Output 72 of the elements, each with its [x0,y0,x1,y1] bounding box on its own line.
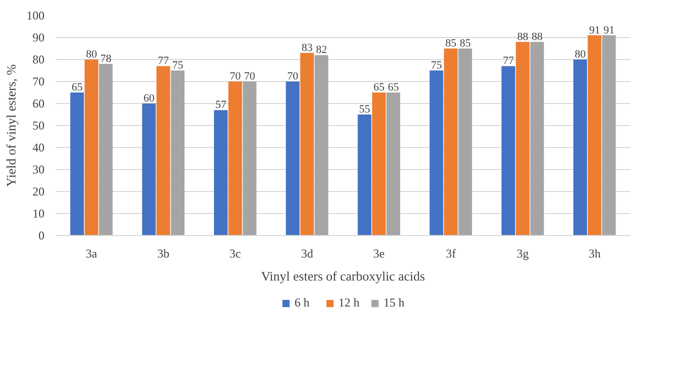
data-label: 70 [230,70,242,82]
y-tick-label: 0 [38,228,44,242]
bar [214,110,228,236]
data-label: 88 [532,30,544,43]
data-label: 65 [72,82,84,94]
data-label: 88 [517,30,529,43]
x-tick-label: 3a [86,246,98,260]
data-label: 91 [603,24,614,36]
bar [516,42,530,236]
bar [70,92,84,236]
data-label: 78 [100,52,112,65]
bar [98,64,113,236]
data-label: 57 [215,99,227,112]
y-tick-label: 80 [32,52,44,66]
y-tick-label: 100 [26,8,44,22]
bar [602,35,616,236]
data-label: 85 [445,38,457,50]
y-tick-label: 70 [32,74,44,88]
x-tick-label: 3e [373,246,385,260]
bar [142,104,156,236]
bar [530,42,544,236]
data-label: 75 [172,60,184,72]
bar [386,92,400,236]
bar [170,70,185,236]
x-tick-label: 3h [588,246,601,260]
data-label: 65 [388,82,400,94]
bar [501,66,516,236]
data-label: 70 [244,70,256,82]
legend-label: 12 h [338,296,360,310]
data-label: 80 [86,48,98,60]
y-axis-title: Yield of vinyl esters, % [4,64,18,187]
bar [573,60,588,236]
x-tick-label: 3g [516,246,529,260]
data-label: 91 [589,24,600,36]
bar [458,48,472,236]
bar [242,82,256,236]
data-label: 55 [359,104,371,116]
x-tick-label: 3b [157,246,170,260]
data-label: 75 [430,60,442,72]
x-tick-label: 3c [230,246,241,260]
bar [300,52,314,236]
bar [228,82,242,236]
x-axis-title: Vinyl esters of carboxylic acids [261,268,425,284]
x-tick-label: 3f [446,246,456,260]
legend-label: 15 h [384,296,404,310]
legend-label: 6 h [294,296,310,310]
y-tick-label: 20 [32,184,44,198]
bar [156,66,170,236]
y-tick-label: 40 [32,140,44,154]
data-label: 85 [460,38,472,50]
y-tick-label: 10 [32,206,44,220]
data-label: 60 [143,92,155,104]
bar [358,114,372,236]
data-label: 80 [574,48,586,60]
x-tick-label: 3d [301,246,314,260]
data-label: 70 [287,70,299,82]
y-tick-label: 50 [32,118,44,132]
data-label: 65 [373,82,385,94]
bar [84,60,98,236]
data-label: 82 [316,44,327,56]
bar [588,35,602,236]
y-tick-label: 60 [32,96,44,110]
bar [444,48,458,236]
bar [314,55,328,236]
data-label: 77 [158,55,170,68]
bar [430,70,444,236]
data-label: 83 [302,42,314,54]
bar [372,92,386,236]
bar [286,82,300,236]
y-tick-label: 90 [32,30,44,44]
data-label: 77 [502,55,514,68]
y-tick-label: 30 [32,162,44,176]
